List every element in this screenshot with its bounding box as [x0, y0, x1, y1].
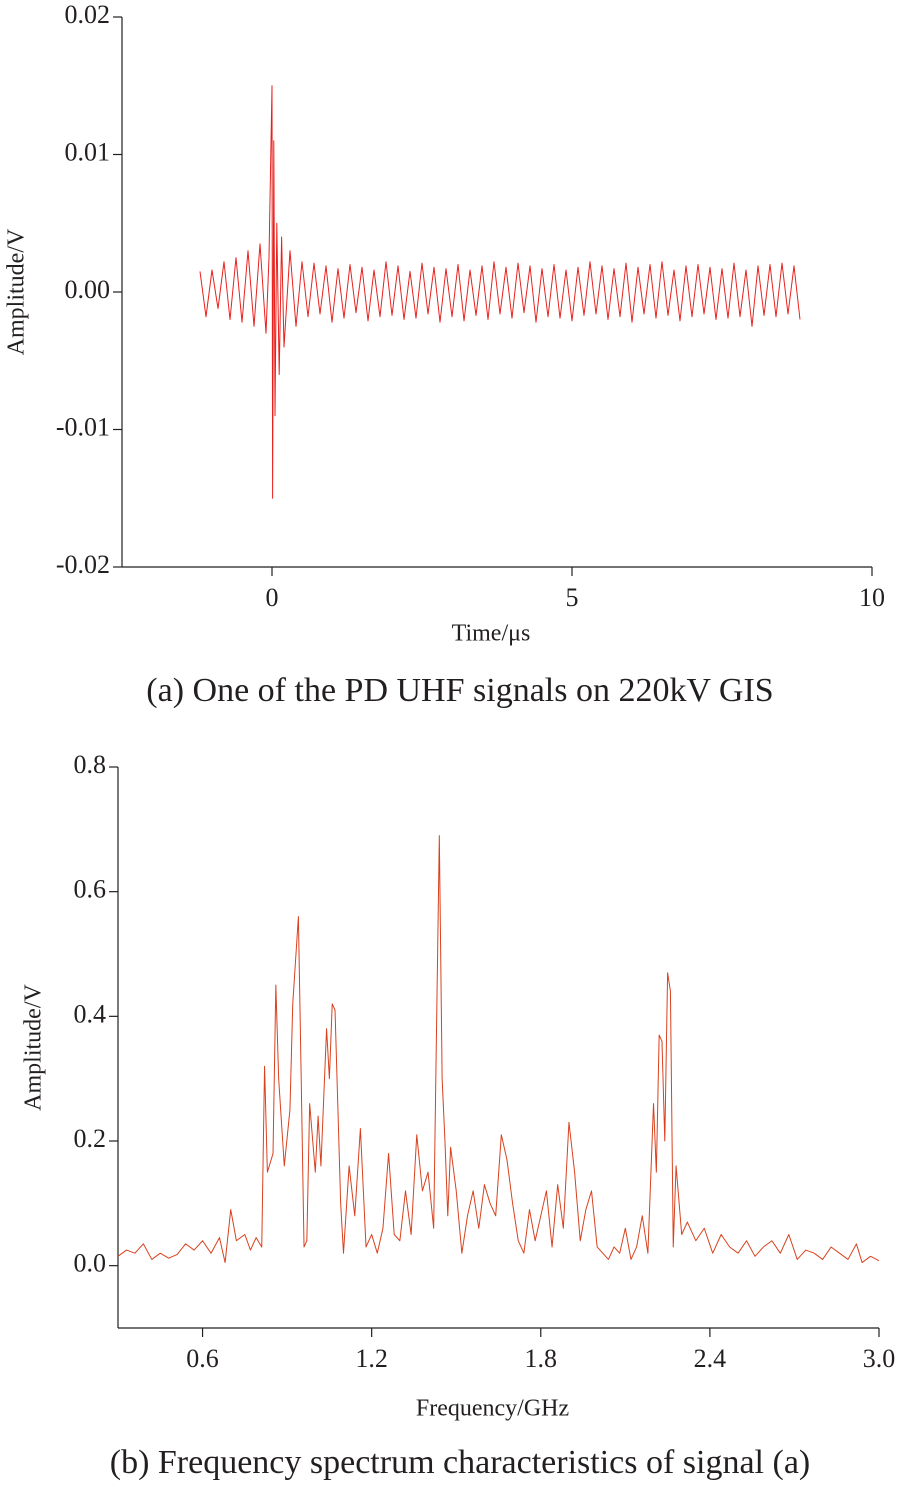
- y-tick-label: 0.8: [74, 750, 107, 779]
- x-tick-label: 0.6: [186, 1344, 219, 1373]
- signal-line: [199, 85, 801, 499]
- x-tick-label: 0: [266, 583, 279, 612]
- x-axis-label: Time/μs: [452, 621, 531, 647]
- x-tick-label: 5: [566, 583, 579, 612]
- x-tick-label: 10: [859, 583, 885, 612]
- y-tick-label: 0.0: [74, 1249, 107, 1278]
- y-axis-label: Amplitude/V: [4, 228, 30, 355]
- x-tick-label: 1.2: [355, 1344, 388, 1373]
- x-tick-label: 3.0: [863, 1344, 896, 1373]
- signal-line: [117, 835, 880, 1264]
- y-tick-label: 0.02: [65, 0, 111, 29]
- y-tick-label: 0.4: [74, 999, 107, 1028]
- y-tick-label: 0.01: [65, 137, 111, 166]
- y-tick-label: 0.6: [74, 875, 107, 904]
- y-tick-label: 0.00: [65, 275, 111, 304]
- x-tick-label: 1.8: [525, 1344, 558, 1373]
- caption: (a) One of the PD UHF signals on 220kV G…: [146, 672, 773, 709]
- x-tick-label: 2.4: [694, 1344, 727, 1373]
- y-tick-label: -0.02: [56, 550, 110, 579]
- y-tick-label: 0.2: [74, 1124, 107, 1153]
- caption: (b) Frequency spectrum characteristics o…: [110, 1444, 811, 1481]
- x-axis-label: Frequency/GHz: [416, 1396, 569, 1422]
- y-axis-label: Amplitude/V: [21, 984, 47, 1111]
- y-tick-label: -0.01: [56, 412, 110, 441]
